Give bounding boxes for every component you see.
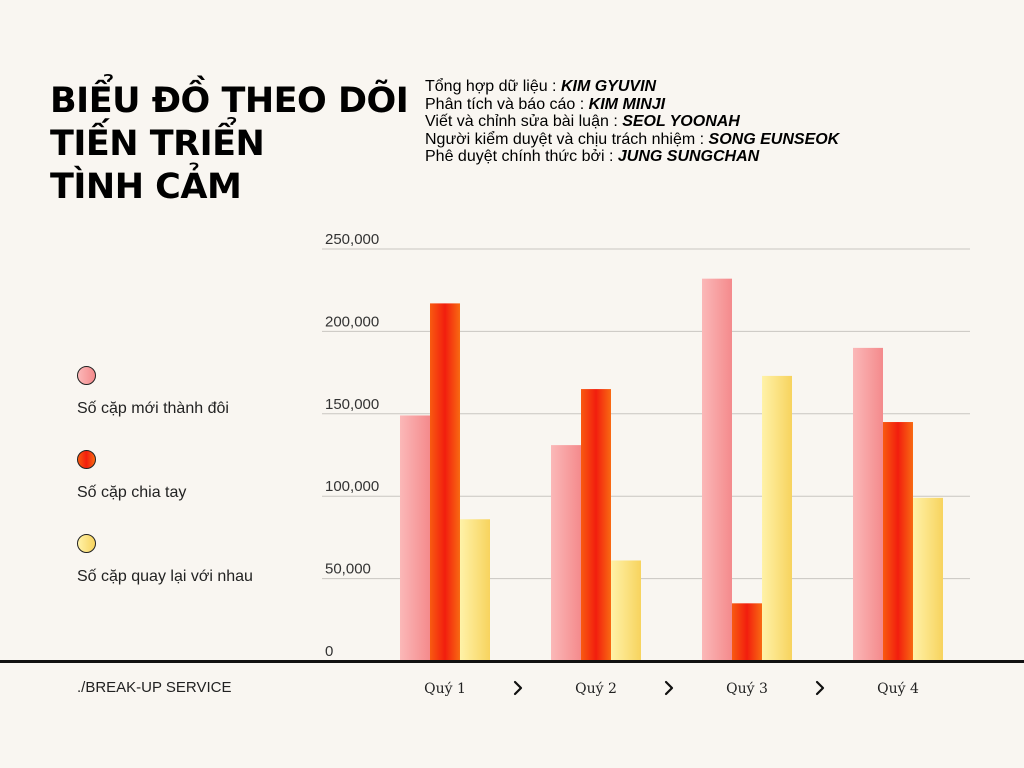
legend-swatch <box>77 366 96 385</box>
chart-title-line: BIỂU ĐỒ THEO DÕI <box>50 81 409 121</box>
credit-name: JUNG SUNGCHAN <box>617 148 760 165</box>
credit-role: Viết và chỉnh sửa bài luận : <box>425 113 623 130</box>
legend-label: Số cặp chia tay <box>77 484 187 501</box>
legend-item-breakups: Số cặp chia tay <box>77 450 317 534</box>
legend-item-new-couples: Số cặp mới thành đôi <box>77 366 317 450</box>
y-tick-label: 100,000 <box>325 478 379 495</box>
credit-name: SONG EUNSEOK <box>708 130 840 148</box>
legend-label: Số cặp quay lại với nhau <box>77 568 253 585</box>
bar <box>702 278 732 661</box>
bar <box>732 603 762 661</box>
credit-role: Tổng hợp dữ liệu : <box>425 78 561 95</box>
credit-role: Phê duyệt chính thức bởi : <box>425 148 618 165</box>
chart-title-line: TIẾN TRIỂN <box>50 124 265 164</box>
credits-block: Tổng hợp dữ liệu : KIM GYUVIN Phân tích … <box>425 78 1005 166</box>
bar <box>430 303 460 661</box>
credit-line: Phê duyệt chính thức bởi : JUNG SUNGCHAN <box>425 148 1005 166</box>
chart-baseline <box>0 660 1024 663</box>
y-tick-label: 0 <box>325 643 333 660</box>
legend-swatch <box>77 450 96 469</box>
chart-title-line: TÌNH CẢM <box>50 167 242 207</box>
chevron-right-icon <box>513 680 523 696</box>
bar <box>611 560 641 661</box>
bar <box>460 519 490 661</box>
y-tick-label: 250,000 <box>325 231 379 248</box>
legend-swatch <box>77 534 96 553</box>
chevron-right-icon <box>815 680 825 696</box>
credit-name: SEOL YOONAH <box>622 113 740 130</box>
y-tick-label: 150,000 <box>325 396 379 413</box>
credit-role: Phân tích và báo cáo : <box>425 95 589 113</box>
credit-name: KIM MINJI <box>588 95 666 113</box>
credit-name: KIM GYUVIN <box>560 78 657 95</box>
bar <box>762 375 792 661</box>
x-tick-label: Quý 1 <box>424 680 466 697</box>
chart-legend: Số cặp mới thành đôi Số cặp chia tay Số … <box>77 366 317 624</box>
legend-label: Số cặp mới thành đôi <box>77 400 229 417</box>
x-tick-label: Quý 2 <box>575 680 617 697</box>
x-tick-label: Quý 3 <box>726 680 768 697</box>
chart-title: BIỂU ĐỒ THEO DÕI TIẾN TRIỂN TÌNH CẢM <box>50 80 410 209</box>
bar <box>853 347 883 661</box>
bar <box>913 497 943 661</box>
y-tick-label: 50,000 <box>325 561 371 578</box>
credit-line: Viết và chỉnh sửa bài luận : SEOL YOONAH <box>425 113 1005 131</box>
credit-line: Tổng hợp dữ liệu : KIM GYUVIN <box>425 78 1005 96</box>
bar <box>400 415 430 661</box>
bar <box>883 422 913 661</box>
x-tick-label: Quý 4 <box>877 680 919 697</box>
credit-role: Người kiểm duyệt và chịu trách nhiệm : <box>425 130 709 148</box>
bar <box>551 445 581 661</box>
credit-line: Phân tích và báo cáo : KIM MINJI <box>425 96 1005 114</box>
chevron-right-icon <box>664 680 674 696</box>
legend-item-reunited: Số cặp quay lại với nhau <box>77 534 317 624</box>
bar <box>581 389 611 661</box>
y-tick-label: 200,000 <box>325 313 379 330</box>
credit-line: Người kiểm duyệt và chịu trách nhiệm : S… <box>425 131 1005 149</box>
footer-brand: ./BREAK-UP SERVICE <box>77 679 232 696</box>
